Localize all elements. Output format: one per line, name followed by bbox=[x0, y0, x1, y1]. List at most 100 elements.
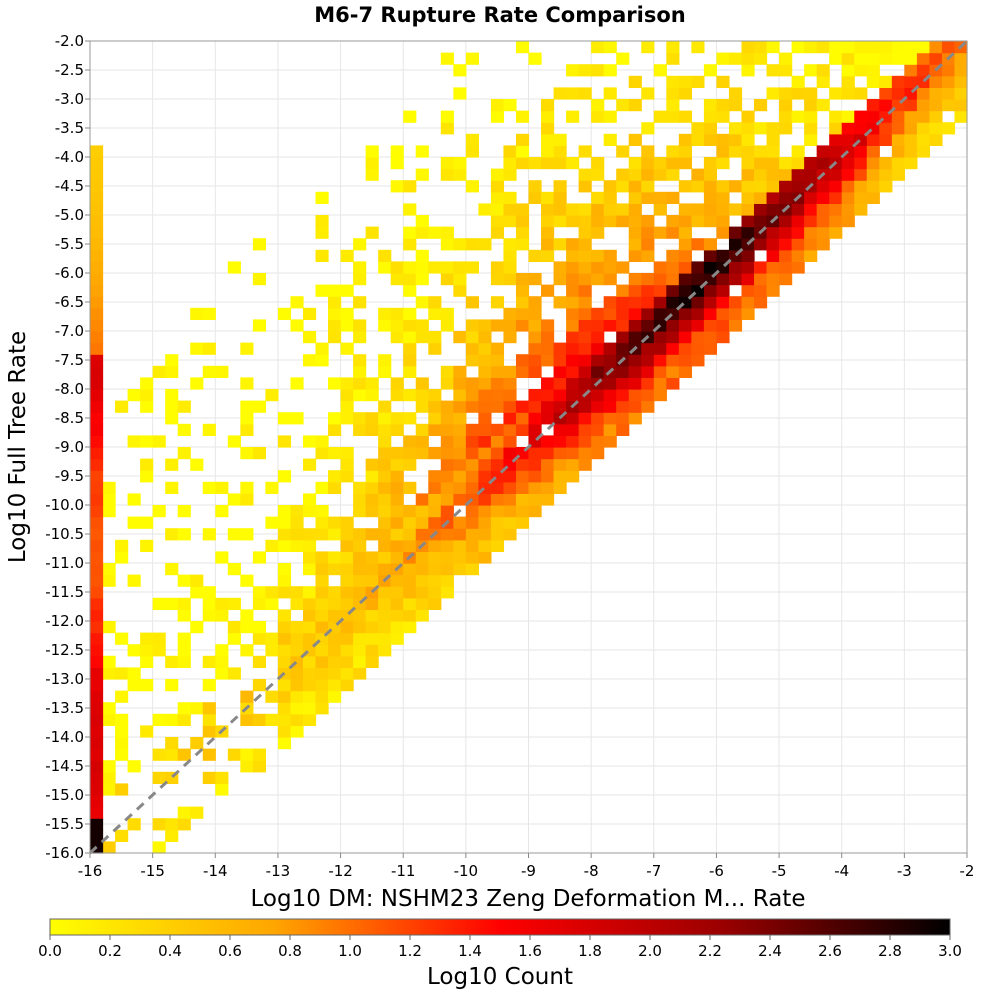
heatmap-cell bbox=[390, 180, 404, 193]
heatmap-cell bbox=[591, 99, 605, 112]
heatmap-cell bbox=[779, 273, 793, 286]
heatmap-cell bbox=[916, 41, 931, 54]
colorbar-tick-label: 2.8 bbox=[878, 942, 902, 960]
heatmap-cell bbox=[779, 122, 793, 135]
heatmap-cell bbox=[804, 249, 818, 262]
heatmap-cell bbox=[440, 423, 454, 436]
colorbar-tick-label: 3.0 bbox=[938, 942, 962, 960]
heatmap-cell bbox=[591, 354, 605, 367]
heatmap-cell bbox=[641, 307, 655, 320]
heatmap-cell bbox=[340, 667, 354, 680]
heatmap-cell bbox=[328, 632, 342, 645]
heatmap-cell bbox=[628, 226, 642, 239]
heatmap-cell bbox=[465, 447, 479, 460]
heatmap-cell bbox=[591, 168, 605, 181]
heatmap-cell bbox=[115, 690, 129, 703]
heatmap-cell bbox=[641, 342, 655, 355]
heatmap-cell bbox=[152, 435, 166, 448]
heatmap-cell bbox=[390, 609, 404, 622]
heatmap-cell bbox=[440, 307, 454, 320]
heatmap-cell bbox=[816, 75, 830, 88]
heatmap-cell bbox=[277, 539, 292, 552]
heatmap-cell bbox=[866, 168, 880, 181]
x-tick-label: -3 bbox=[897, 862, 912, 880]
heatmap-cell bbox=[115, 632, 129, 645]
heatmap-cell bbox=[202, 702, 216, 715]
heatmap-cell bbox=[691, 75, 705, 88]
heatmap-cell bbox=[728, 52, 743, 65]
heatmap-cell bbox=[90, 644, 104, 657]
heatmap-cell bbox=[328, 528, 342, 541]
heatmap-cell bbox=[90, 597, 104, 610]
heatmap-cell bbox=[566, 238, 580, 251]
heatmap-cell bbox=[804, 64, 818, 77]
heatmap-cell bbox=[290, 412, 304, 425]
heatmap-cell bbox=[879, 99, 893, 112]
heatmap-cell bbox=[428, 423, 442, 436]
heatmap-cell bbox=[90, 168, 104, 181]
heatmap-cell bbox=[415, 551, 429, 564]
y-tick-label: -4.5 bbox=[55, 177, 84, 195]
heatmap-cell bbox=[290, 713, 304, 726]
heatmap-cell bbox=[628, 215, 642, 228]
heatmap-cell bbox=[202, 586, 216, 599]
heatmap-cell bbox=[541, 157, 555, 170]
heatmap-cell bbox=[440, 261, 454, 274]
heatmap-cell bbox=[641, 319, 655, 332]
heatmap-cell bbox=[578, 180, 592, 193]
heatmap-cell bbox=[566, 447, 580, 460]
heatmap-cell bbox=[578, 458, 592, 471]
heatmap-cell bbox=[616, 331, 630, 344]
heatmap-cell bbox=[328, 447, 342, 460]
colorbar-tick-label: 1.0 bbox=[338, 942, 362, 960]
heatmap-cell bbox=[591, 412, 605, 425]
heatmap-cell bbox=[591, 423, 605, 436]
heatmap-cell bbox=[340, 319, 354, 332]
heatmap-cell bbox=[165, 458, 179, 471]
heatmap-cell bbox=[666, 157, 680, 170]
x-tick-label: -4 bbox=[834, 862, 849, 880]
heatmap-cell bbox=[691, 307, 705, 320]
heatmap-cell bbox=[240, 574, 254, 587]
heatmap-cell bbox=[252, 586, 266, 599]
heatmap-cell bbox=[766, 249, 780, 262]
heatmap-cell bbox=[127, 516, 141, 529]
heatmap-cell bbox=[90, 261, 104, 274]
heatmap-cell bbox=[591, 447, 605, 460]
heatmap-cell bbox=[403, 273, 417, 286]
heatmap-cell bbox=[741, 133, 755, 146]
heatmap-cell bbox=[378, 423, 392, 436]
heatmap-cell bbox=[102, 783, 116, 796]
heatmap-cell bbox=[440, 122, 454, 135]
heatmap-cell bbox=[766, 226, 780, 239]
heatmap-cell bbox=[553, 191, 567, 204]
heatmap-cell bbox=[240, 377, 254, 390]
heatmap-cell bbox=[365, 412, 379, 425]
heatmap-cell bbox=[791, 249, 805, 262]
heatmap-cell bbox=[302, 528, 317, 541]
heatmap-cell bbox=[553, 133, 567, 146]
heatmap-cell bbox=[478, 551, 492, 564]
heatmap-cell bbox=[490, 505, 505, 518]
heatmap-cell bbox=[829, 52, 843, 65]
heatmap-cell bbox=[340, 342, 354, 355]
heatmap-cell bbox=[490, 435, 505, 448]
heatmap-cell bbox=[541, 412, 555, 425]
heatmap-cell bbox=[365, 157, 379, 170]
heatmap-cell bbox=[578, 319, 592, 332]
heatmap-cell bbox=[716, 133, 730, 146]
heatmap-cell bbox=[315, 516, 329, 529]
heatmap-cell bbox=[804, 41, 818, 54]
heatmap-cell bbox=[754, 215, 768, 228]
heatmap-cell bbox=[616, 389, 630, 402]
heatmap-cell bbox=[165, 679, 179, 692]
heatmap-cell bbox=[641, 354, 655, 367]
heatmap-cell bbox=[90, 713, 104, 726]
heatmap-cell bbox=[340, 516, 354, 529]
heatmap-cell bbox=[678, 157, 692, 170]
heatmap-cell bbox=[791, 238, 805, 251]
heatmap-cell bbox=[641, 377, 655, 390]
heatmap-cell bbox=[666, 296, 680, 309]
heatmap-cell bbox=[641, 145, 655, 158]
heatmap-cell bbox=[428, 412, 442, 425]
